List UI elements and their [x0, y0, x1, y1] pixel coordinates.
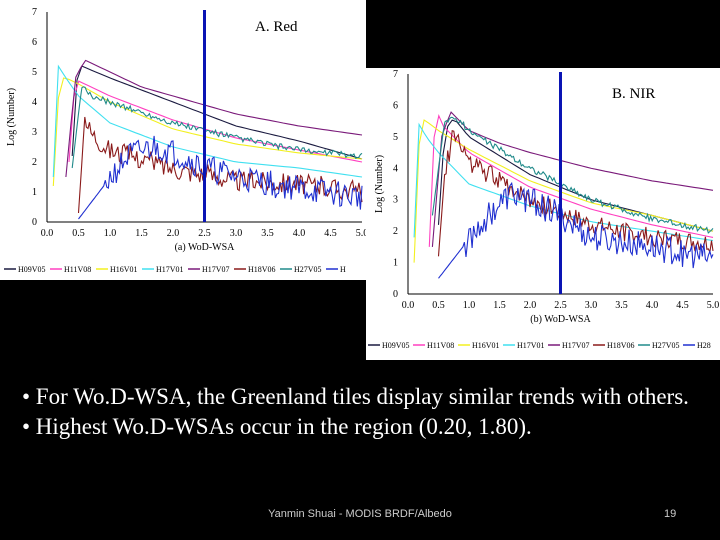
x-tick-label: 3.5: [261, 228, 274, 239]
x-tick-label: 0.5: [72, 228, 85, 239]
bullet-item: • Highest Wo.D-WSAs occur in the region …: [22, 414, 532, 439]
y-tick-label: 1: [393, 258, 398, 269]
x-tick-label: 5.0: [707, 300, 720, 311]
series-line-h16v01: [52, 77, 363, 187]
x-tick-label: 2.0: [167, 228, 180, 239]
y-tick-label: 2: [32, 157, 37, 168]
legend-entry: H27V05: [294, 265, 322, 274]
bullet-list: • For Wo.D-WSA, the Greenland tiles disp…: [22, 382, 712, 442]
series-line-h16v01: [413, 119, 714, 263]
x-tick-label: 3.5: [615, 300, 628, 311]
y-tick-label: 7: [393, 69, 398, 80]
x-tick-label: 3.0: [230, 228, 243, 239]
x-tick-label: 2.5: [198, 228, 211, 239]
x-tick-label: 0.0: [41, 228, 54, 239]
legend-entry: H11V08: [427, 341, 454, 350]
y-axis-label: Log (Number): [374, 155, 385, 213]
legend-entry: H: [340, 265, 346, 274]
x-tick-label: 4.0: [646, 300, 659, 311]
series-line-h11v08: [428, 114, 714, 247]
y-tick-label: 4: [32, 97, 37, 108]
x-tick-label: 3.0: [585, 300, 598, 311]
series-line-h27v05: [431, 116, 714, 234]
x-tick-label: 4.0: [293, 228, 306, 239]
x-axis-label: (b) WoD-WSA: [530, 314, 591, 325]
x-tick-label: 1.5: [493, 300, 506, 311]
legend-entry: H17V01: [156, 265, 184, 274]
legend-entry: H09V05: [18, 265, 46, 274]
series-line-h17v07: [431, 111, 714, 247]
x-tick-label: 0.5: [432, 300, 445, 311]
chart-title: B. NIR: [612, 86, 656, 103]
y-tick-label: 4: [393, 163, 398, 174]
y-tick-label: 3: [393, 195, 398, 206]
y-tick-label: 0: [32, 217, 37, 228]
chart-panel-nir: 0.0 0.5 1.0 1.5 2.0 2.5 3.0 3.5 4.0 4.5 5.0 0 1 2 3 4 5 6…: [366, 68, 720, 360]
series-line-h17v01: [52, 64, 363, 178]
y-tick-label: 5: [32, 67, 37, 78]
legend-entry: H18V06: [607, 341, 635, 350]
y-tick-label: 6: [393, 100, 398, 111]
chart-title: A. Red: [255, 19, 298, 36]
y-tick-label: 3: [32, 127, 37, 138]
legend-entry: H11V08: [64, 265, 91, 274]
series-line-h17v01: [413, 122, 714, 242]
x-tick-label: 0.0: [402, 300, 415, 311]
series-line-h17v07: [65, 59, 363, 178]
x-tick-label: 2.5: [554, 300, 567, 311]
legend-entry: H17V07: [202, 265, 230, 274]
series-line-h18v06: [437, 129, 714, 257]
footer-text: Yanmin Shuai - MODIS BRDF/Albedo: [268, 508, 452, 520]
series-line-h11v08: [68, 80, 363, 163]
chart-nir-svg: 0.0 0.5 1.0 1.5 2.0 2.5 3.0 3.5 4.0 4.5 5.0 0 1 2 3 4 5 6…: [368, 69, 720, 350]
series-line-h09v05: [71, 65, 363, 160]
x-tick-label: 4.5: [676, 300, 689, 311]
legend-entry: H17V07: [562, 341, 590, 350]
x-tick-label: 4.5: [324, 228, 337, 239]
x-axis-label: (a) WoD-WSA: [175, 242, 236, 253]
bullet-item: • For Wo.D-WSA, the Greenland tiles disp…: [22, 384, 689, 409]
series-line-h28v07: [78, 135, 363, 220]
legend-entry: H28: [697, 341, 711, 350]
series-line-h18v06: [77, 116, 363, 214]
series-line-h27v05: [71, 86, 363, 169]
legend-entry: H09V05: [382, 341, 410, 350]
x-tick-label: 5.0: [356, 228, 366, 239]
legend-entry: H27V05: [652, 341, 680, 350]
legend-entry: H17V01: [517, 341, 545, 350]
page-number: 19: [664, 508, 677, 520]
y-tick-label: 1: [32, 187, 37, 198]
y-tick-label: 2: [393, 226, 398, 237]
legend-entry: H16V01: [110, 265, 138, 274]
y-tick-label: 7: [32, 7, 37, 18]
legend-entry: H18V06: [248, 265, 276, 274]
x-tick-label: 1.0: [463, 300, 476, 311]
x-tick-label: 1.5: [135, 228, 148, 239]
y-tick-label: 0: [393, 289, 398, 300]
chart-panel-red: 0.0 0.5 1.0 1.5 2.0 2.5 3.0 3.5 4.0 4.5 5.0 0 1 2 3 4 5 6…: [0, 0, 366, 280]
y-axis-label: Log (Number): [6, 88, 17, 146]
x-tick-label: 2.0: [524, 300, 537, 311]
y-tick-label: 6: [32, 37, 37, 48]
x-tick-label: 1.0: [104, 228, 117, 239]
legend-entry: H16V01: [472, 341, 500, 350]
series-line-h28v07: [438, 181, 714, 279]
chart-red-svg: 0.0 0.5 1.0 1.5 2.0 2.5 3.0 3.5 4.0 4.5 5.0 0 1 2 3 4 5 6…: [4, 7, 366, 274]
y-tick-label: 5: [393, 132, 398, 143]
